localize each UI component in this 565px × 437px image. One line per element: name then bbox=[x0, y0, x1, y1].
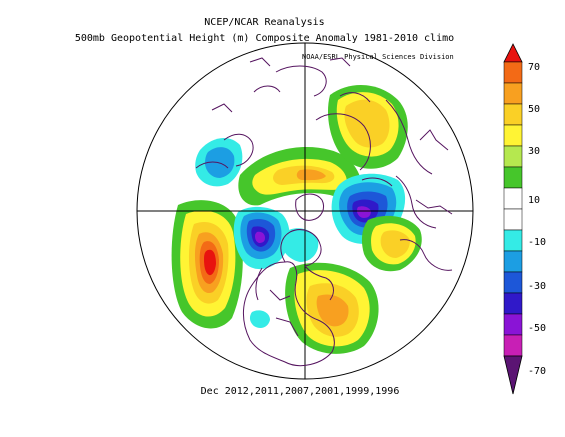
colorbar-segment bbox=[503, 229, 523, 252]
colorbar-label: 70 bbox=[528, 62, 540, 73]
anomaly-weak-negative bbox=[249, 310, 270, 328]
map-title: NCEP/NCAR Reanalysis bbox=[204, 17, 325, 28]
colorbar-segment bbox=[503, 166, 523, 189]
coastlines bbox=[195, 57, 453, 367]
anomaly-arctic-negative bbox=[282, 228, 319, 262]
colorbar-label: -50 bbox=[528, 323, 546, 334]
colorbar-label: 10 bbox=[528, 195, 540, 206]
composite-years: Dec 2012,2011,2007,2001,1999,1996 bbox=[200, 386, 400, 397]
map-subtitle: 500mb Geopotential Height (m) Composite … bbox=[74, 33, 455, 44]
colorbar-segment bbox=[503, 292, 523, 315]
colorbar-segment bbox=[503, 250, 523, 273]
colorbar-segment bbox=[503, 124, 523, 147]
anomaly-atlantic-positive bbox=[316, 294, 349, 327]
anomaly-pacific-positive bbox=[204, 249, 216, 276]
anomaly-europe-positive bbox=[344, 99, 390, 148]
credit-text: NOAA/ESRL Physical Sciences Division bbox=[302, 53, 454, 61]
colorbar-label: 50 bbox=[528, 104, 540, 115]
colorbar-arrow-bottom bbox=[503, 355, 523, 395]
colorbar: 70 50 30 10 -10 -30 -50 -70 bbox=[503, 43, 546, 395]
colorbar-segment bbox=[503, 187, 523, 210]
colorbar-segment bbox=[503, 103, 523, 126]
anomaly-canada-negative bbox=[255, 231, 265, 243]
anomaly-siberia-negative bbox=[357, 206, 371, 218]
colorbar-label: -10 bbox=[528, 237, 546, 248]
anomaly-field bbox=[171, 84, 422, 354]
colorbar-segment bbox=[503, 313, 523, 336]
colorbar-label: 30 bbox=[528, 146, 540, 157]
colorbar-segment bbox=[503, 208, 523, 231]
colorbar-segment bbox=[503, 271, 523, 294]
anomaly-asia-positive bbox=[380, 230, 410, 258]
colorbar-label: -70 bbox=[528, 366, 546, 377]
colorbar-segment bbox=[503, 61, 523, 84]
colorbar-segment bbox=[503, 334, 523, 357]
colorbar-segment bbox=[503, 82, 523, 105]
anomaly-arctic-positive bbox=[296, 169, 326, 181]
colorbar-label: -30 bbox=[528, 281, 546, 292]
colorbar-segment bbox=[503, 145, 523, 168]
colorbar-arrow-top bbox=[503, 43, 523, 63]
